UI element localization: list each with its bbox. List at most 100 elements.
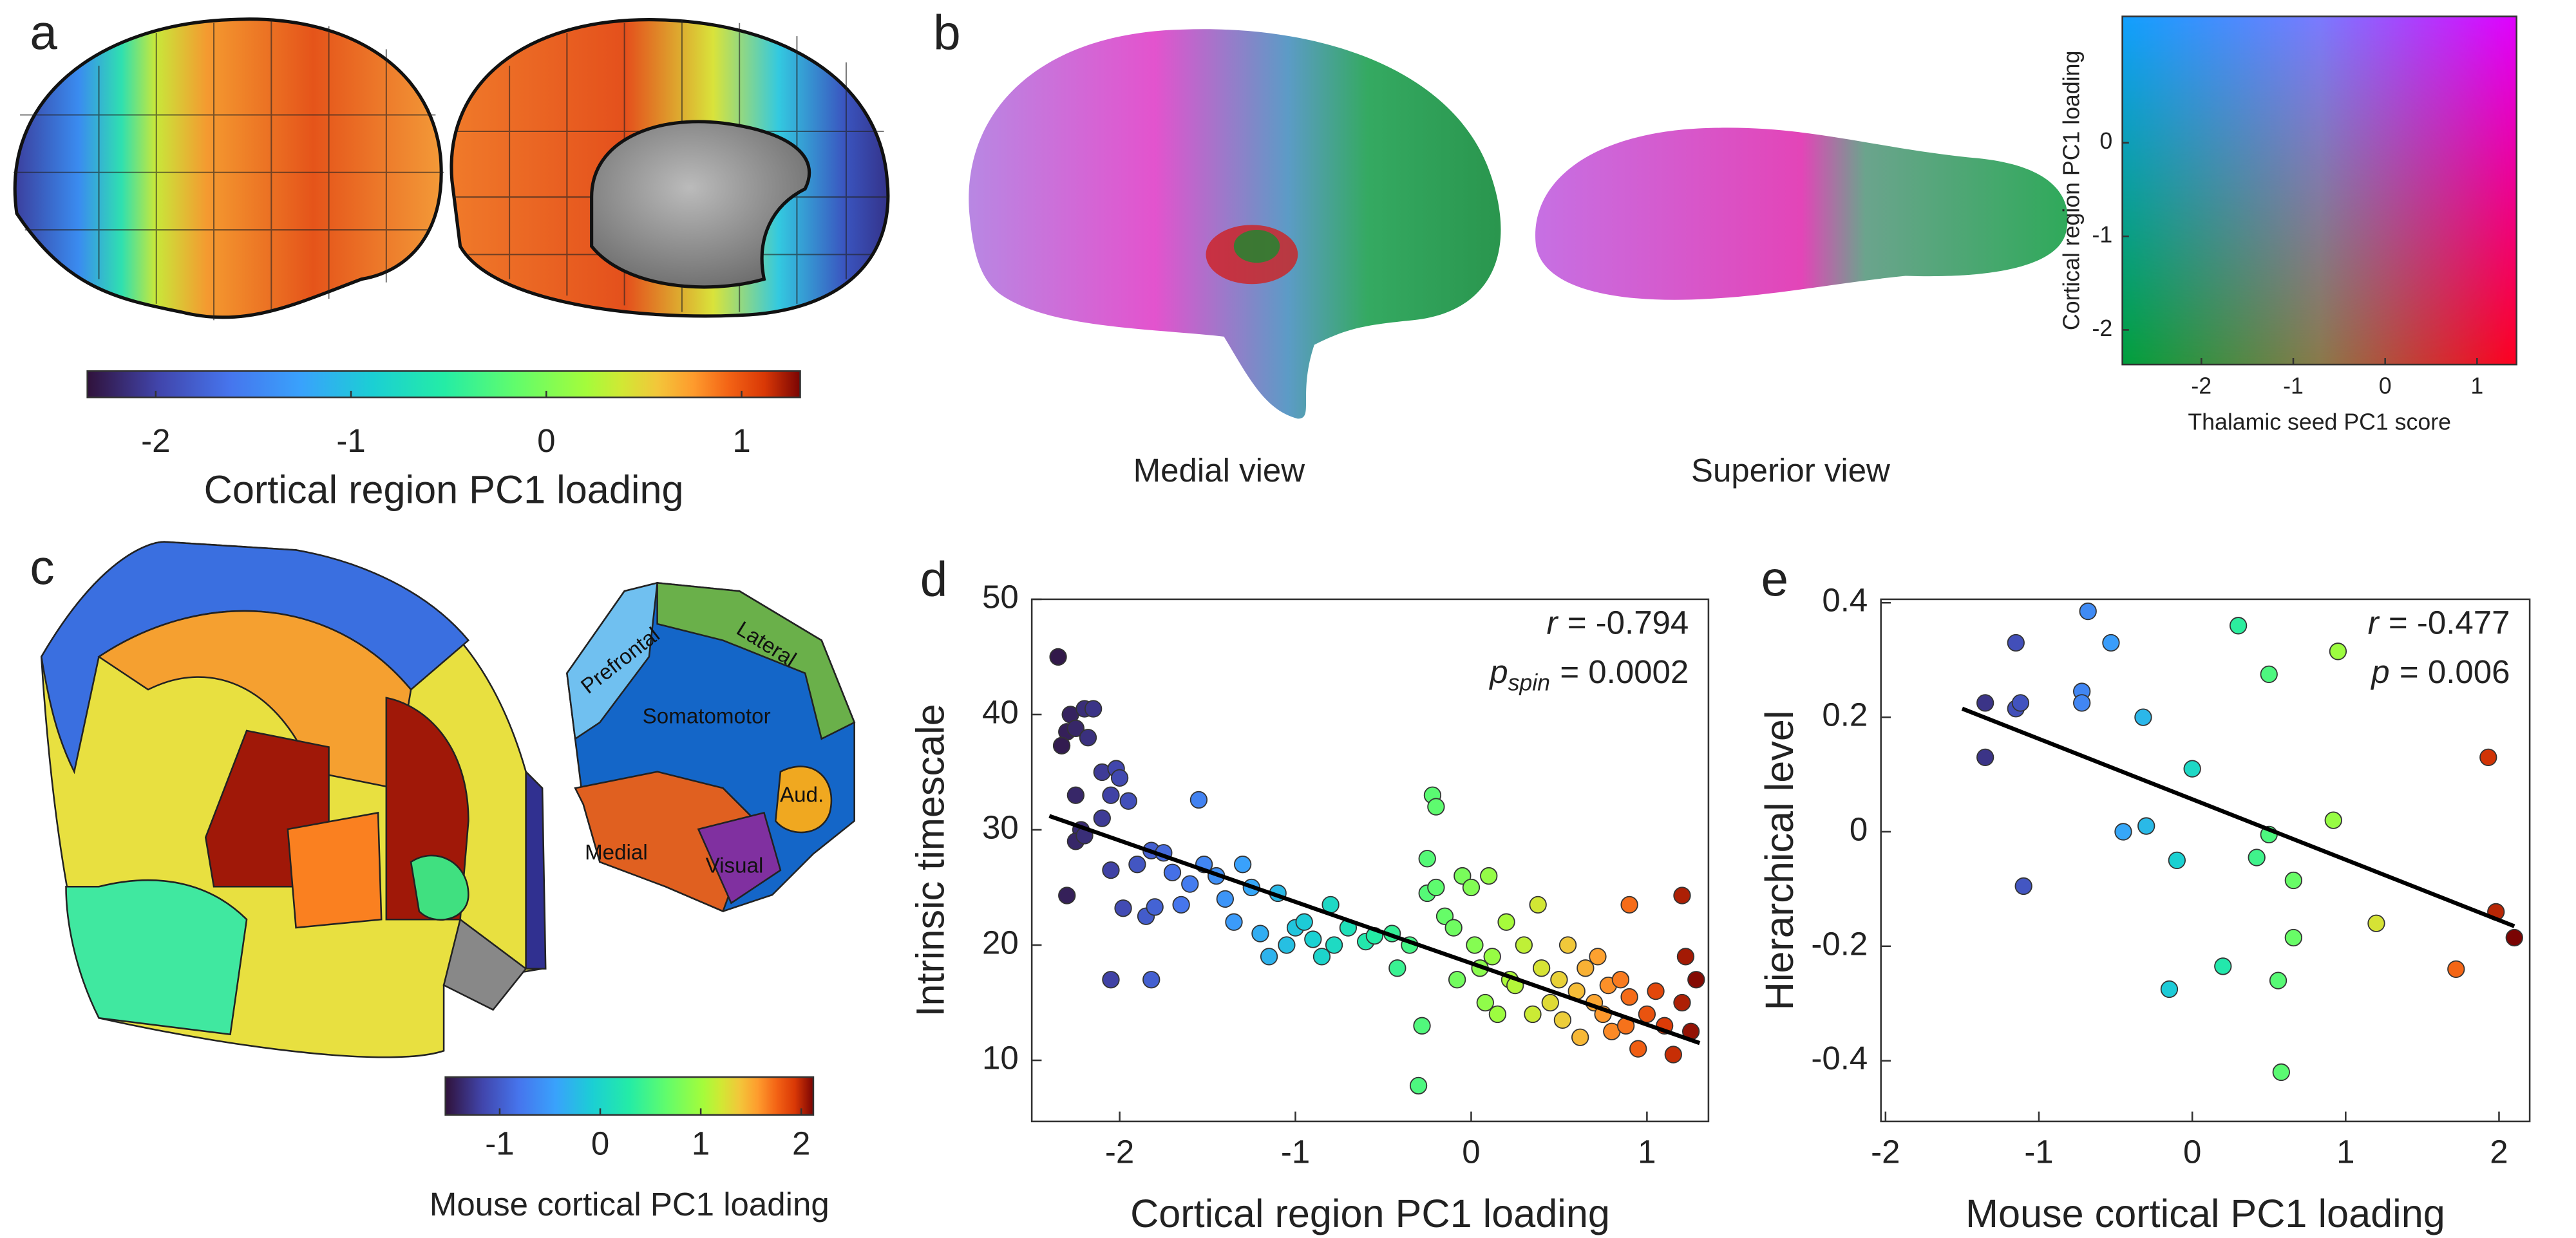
data-point bbox=[2011, 694, 2030, 712]
data-point bbox=[1260, 948, 1278, 966]
stat-text: pspin = 0.0002 bbox=[1488, 654, 1689, 696]
stat-symbol: p bbox=[1488, 654, 1508, 691]
data-point bbox=[1251, 924, 1269, 943]
legend-tick-label: 0 bbox=[2379, 373, 2392, 399]
x-axis-label: Cortical region PC1 loading bbox=[1130, 1192, 1610, 1235]
stat-value: = 0.0002 bbox=[1560, 654, 1689, 691]
colorbar-tick-label: 1 bbox=[692, 1125, 710, 1162]
colorbar-tick-label: -2 bbox=[141, 422, 170, 459]
x-tick-label: 1 bbox=[1638, 1133, 1656, 1170]
legend-tick-label: 1 bbox=[2470, 373, 2483, 399]
brain-lateral bbox=[13, 17, 444, 321]
data-point bbox=[1093, 809, 1111, 827]
x-tick-label: 1 bbox=[2336, 1133, 2354, 1170]
data-point bbox=[1488, 1005, 1507, 1024]
data-point bbox=[1476, 993, 1494, 1012]
data-point bbox=[2284, 928, 2302, 947]
x-tick-label: -1 bbox=[1281, 1133, 1310, 1170]
data-point bbox=[1146, 898, 1164, 916]
data-point bbox=[1278, 936, 1296, 954]
data-point bbox=[2324, 811, 2342, 829]
stat-symbol: r bbox=[2368, 605, 2380, 641]
data-point bbox=[1673, 993, 1691, 1012]
axes-frame bbox=[1880, 598, 2531, 1123]
data-point bbox=[1102, 786, 1120, 804]
data-point bbox=[2505, 928, 2523, 947]
data-point bbox=[2007, 633, 2025, 652]
stat-text: p = 0.006 bbox=[2370, 654, 2510, 691]
data-point bbox=[1066, 786, 1085, 804]
data-point bbox=[1571, 1028, 1589, 1046]
data-point bbox=[1620, 896, 1638, 914]
region-label: Aud. bbox=[780, 783, 824, 807]
data-point bbox=[1427, 798, 1445, 816]
axes-frame bbox=[1030, 598, 1710, 1123]
data-point bbox=[2137, 817, 2155, 835]
colorbar-tick-label: 2 bbox=[792, 1125, 810, 1162]
view-label: Medial view bbox=[1133, 452, 1305, 489]
data-point bbox=[1673, 886, 1691, 905]
data-point bbox=[1427, 878, 1445, 897]
data-point bbox=[1589, 948, 1607, 966]
data-point bbox=[1189, 791, 1208, 809]
legend-x-label: Thalamic seed PC1 score bbox=[2188, 409, 2451, 435]
colorbar-tick-label: 0 bbox=[591, 1125, 609, 1162]
legend-tick-label: -2 bbox=[2191, 373, 2211, 399]
data-point bbox=[1976, 694, 1994, 712]
color-legend-2d bbox=[2121, 15, 2517, 366]
data-point bbox=[2134, 708, 2152, 726]
data-point bbox=[1049, 648, 1067, 666]
data-point bbox=[2329, 642, 2347, 661]
colorbar-tick-label: 1 bbox=[732, 422, 750, 459]
y-tick-label: 50 bbox=[982, 578, 1019, 615]
legend-y-label: Cortical region PC1 loading bbox=[2059, 51, 2085, 330]
data-point bbox=[1225, 913, 1243, 931]
data-point bbox=[1163, 863, 1182, 881]
tractography-medial bbox=[969, 29, 1501, 419]
regression-line bbox=[1048, 814, 1701, 1046]
data-point bbox=[1532, 959, 1551, 977]
x-tick-label: 0 bbox=[2183, 1133, 2201, 1170]
panel-label: c bbox=[30, 541, 54, 596]
data-point bbox=[2168, 851, 2186, 870]
stat-value: = -0.477 bbox=[2389, 605, 2510, 641]
data-point bbox=[1084, 700, 1103, 718]
data-point bbox=[1577, 959, 1595, 977]
data-point bbox=[2102, 633, 2120, 652]
data-point bbox=[1119, 792, 1137, 810]
data-point bbox=[1462, 878, 1481, 897]
data-point bbox=[1620, 988, 1638, 1006]
data-point bbox=[2073, 694, 2091, 712]
legend-tick-label: 0 bbox=[2099, 128, 2112, 154]
region-label: Somatomotor bbox=[643, 704, 771, 728]
data-point bbox=[1664, 1046, 1682, 1064]
colorbar-label: Mouse cortical PC1 loading bbox=[430, 1186, 829, 1223]
x-tick-label: -1 bbox=[2024, 1133, 2053, 1170]
data-point bbox=[1181, 875, 1199, 893]
x-tick-label: -2 bbox=[1105, 1133, 1134, 1170]
panel-label: b bbox=[933, 5, 961, 60]
y-tick-label: 0.2 bbox=[1822, 697, 1868, 733]
data-point bbox=[1388, 959, 1406, 977]
brain-medial bbox=[450, 18, 890, 318]
legend-tick-label: -1 bbox=[2283, 373, 2304, 399]
data-point bbox=[2272, 1063, 2290, 1082]
data-point bbox=[1550, 971, 1568, 989]
data-point bbox=[1676, 948, 1695, 966]
region-label: Visual bbox=[706, 854, 764, 877]
data-point bbox=[2248, 849, 2266, 867]
data-point bbox=[1541, 993, 1559, 1012]
stat-text: r = -0.477 bbox=[2368, 605, 2510, 641]
data-point bbox=[1110, 769, 1129, 787]
stat-subscript: spin bbox=[1508, 670, 1550, 696]
colorbar-tick-label: -1 bbox=[485, 1125, 514, 1162]
data-point bbox=[2479, 748, 2497, 766]
data-point bbox=[2183, 760, 2201, 778]
y-tick-label: 40 bbox=[982, 693, 1019, 730]
data-point bbox=[1058, 886, 1076, 905]
data-point bbox=[2447, 960, 2465, 979]
data-point bbox=[2284, 871, 2302, 890]
region-label: Medial bbox=[585, 841, 648, 865]
panel-label: d bbox=[920, 552, 948, 607]
